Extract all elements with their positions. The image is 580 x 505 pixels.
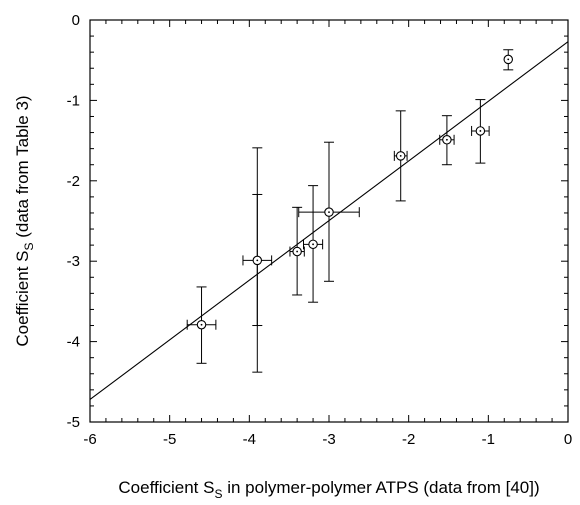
x-tick-label: -4 [243, 431, 256, 448]
y-tick-label: 0 [72, 12, 80, 29]
x-tick-label: -6 [83, 431, 96, 448]
point-center-dot [296, 250, 299, 253]
point-center-dot [446, 138, 448, 141]
x-tick-label: -2 [402, 431, 415, 448]
data-point [393, 110, 408, 202]
point-center-dot [507, 58, 510, 61]
y-tick-label: -4 [67, 334, 80, 351]
axis-ticks [89, 19, 569, 423]
point-center-dot [399, 154, 402, 157]
y-tick-label: -3 [67, 253, 80, 270]
x-tick-label: -3 [322, 431, 335, 448]
x-tick-label: -1 [482, 431, 495, 448]
data-point [471, 99, 490, 164]
data-point [439, 115, 455, 166]
x-tick-label: 0 [564, 431, 572, 448]
data-point [186, 286, 217, 364]
y-tick-label: -1 [67, 92, 80, 109]
y-tick-label: -5 [67, 414, 80, 431]
y-tick-label: -2 [67, 173, 80, 190]
point-center-dot [479, 130, 482, 132]
data-point [298, 141, 360, 282]
point-center-dot [256, 259, 259, 262]
data-point [503, 49, 514, 71]
point-center-dot [328, 211, 330, 214]
point-center-dot [312, 243, 314, 246]
data-point [242, 147, 273, 373]
point-center-dot [200, 323, 203, 326]
tick-labels: -6 -5 -4 -3 -2 -1 00-1-2-3-4-5 [67, 12, 573, 448]
x-axis-title: Coefficient SS in polymer-polymer ATPS (… [118, 478, 539, 501]
y-axis-title: Coefficient SS (data from Table 3) [13, 95, 36, 346]
data-point [303, 185, 324, 303]
data-point [289, 206, 305, 296]
x-tick-label: -5 [163, 431, 176, 448]
data-points [186, 49, 514, 373]
